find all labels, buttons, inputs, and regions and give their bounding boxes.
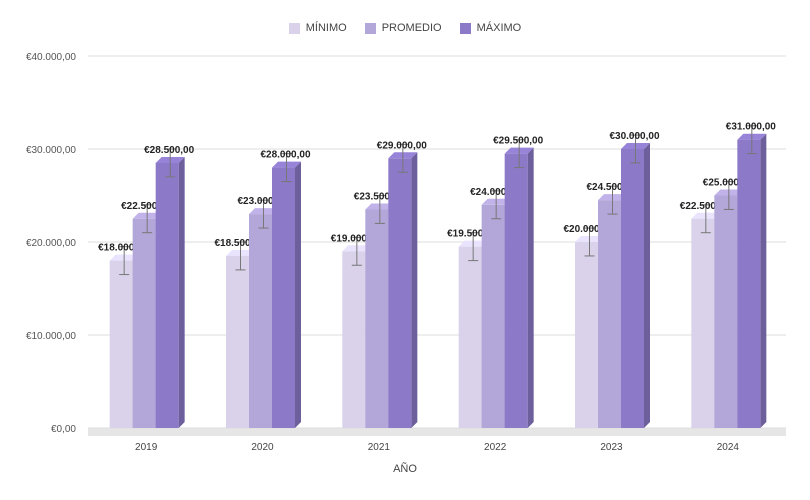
bar[interactable] xyxy=(342,251,366,428)
bar[interactable] xyxy=(388,158,412,429)
bar-side xyxy=(178,156,185,428)
bar[interactable] xyxy=(249,214,272,428)
bar[interactable] xyxy=(155,162,179,428)
bar[interactable] xyxy=(109,260,133,428)
y-tick-label: €30.000,00 xyxy=(26,145,76,156)
bar-side xyxy=(760,133,767,428)
y-tick-label: €10.000,00 xyxy=(26,331,76,342)
data-label: €22.500,00 xyxy=(121,201,171,212)
data-label: €20.000,00 xyxy=(563,224,613,235)
bar[interactable] xyxy=(132,218,156,428)
data-label: €23.500,00 xyxy=(354,191,404,202)
legend-swatch-maximo xyxy=(459,22,471,34)
data-label: €22.500,00 xyxy=(680,201,730,212)
data-label: €29.500,00 xyxy=(493,136,543,147)
bar[interactable] xyxy=(621,149,644,428)
data-label: €18.000,00 xyxy=(98,243,148,254)
bar-side xyxy=(527,147,534,428)
x-tick-label: 2024 xyxy=(717,442,740,453)
x-tick-label: 2022 xyxy=(484,442,507,453)
data-label: €19.000,00 xyxy=(331,233,381,244)
data-label: €31.000,00 xyxy=(726,122,776,133)
bar[interactable] xyxy=(458,246,482,428)
bar-side xyxy=(295,161,301,428)
legend-swatch-minimo xyxy=(288,22,300,34)
x-tick-label: 2019 xyxy=(135,442,158,453)
data-label: €28.000,00 xyxy=(260,150,310,161)
y-tick-label: €20.000,00 xyxy=(26,238,76,249)
bar[interactable] xyxy=(272,167,295,428)
legend-label-minimo: MÍNIMO xyxy=(305,22,347,34)
legend: MÍNIMO PROMEDIO MÁXIMO xyxy=(0,22,810,34)
chart-floor xyxy=(88,428,786,436)
x-tick-label: 2023 xyxy=(600,442,623,453)
legend-item-promedio[interactable]: PROMEDIO xyxy=(364,22,442,34)
data-label: €25.000,00 xyxy=(703,178,753,189)
bar[interactable] xyxy=(691,218,715,428)
data-label: €24.000,00 xyxy=(470,187,520,198)
legend-label-promedio: PROMEDIO xyxy=(381,22,442,34)
legend-item-minimo[interactable]: MÍNIMO xyxy=(288,22,347,34)
data-label: €28.500,00 xyxy=(144,145,194,156)
legend-item-maximo[interactable]: MÁXIMO xyxy=(459,22,522,34)
legend-label-maximo: MÁXIMO xyxy=(476,22,522,34)
bar[interactable] xyxy=(365,209,389,428)
data-label: €29.000,00 xyxy=(377,140,427,151)
x-tick-label: 2020 xyxy=(251,442,274,453)
bar[interactable] xyxy=(226,255,249,428)
bar[interactable] xyxy=(481,204,505,428)
x-axis-title: AÑO xyxy=(393,463,417,475)
bar[interactable] xyxy=(598,200,621,428)
data-label: €19.500,00 xyxy=(447,229,497,240)
bar[interactable] xyxy=(737,139,761,428)
data-label: €18.500,00 xyxy=(214,238,264,249)
bar[interactable] xyxy=(714,195,738,429)
y-tick-label: €0,00 xyxy=(51,424,76,435)
bar-side xyxy=(644,143,650,428)
data-label: €23.000,00 xyxy=(237,196,287,207)
x-tick-label: 2021 xyxy=(368,442,391,453)
bar[interactable] xyxy=(575,242,598,428)
y-tick-label: €40.000,00 xyxy=(26,52,76,63)
data-label: €30.000,00 xyxy=(609,131,659,142)
bar[interactable] xyxy=(504,153,528,428)
data-label: €24.500,00 xyxy=(586,182,636,193)
bar-side xyxy=(411,152,418,429)
legend-swatch-promedio xyxy=(364,22,376,34)
